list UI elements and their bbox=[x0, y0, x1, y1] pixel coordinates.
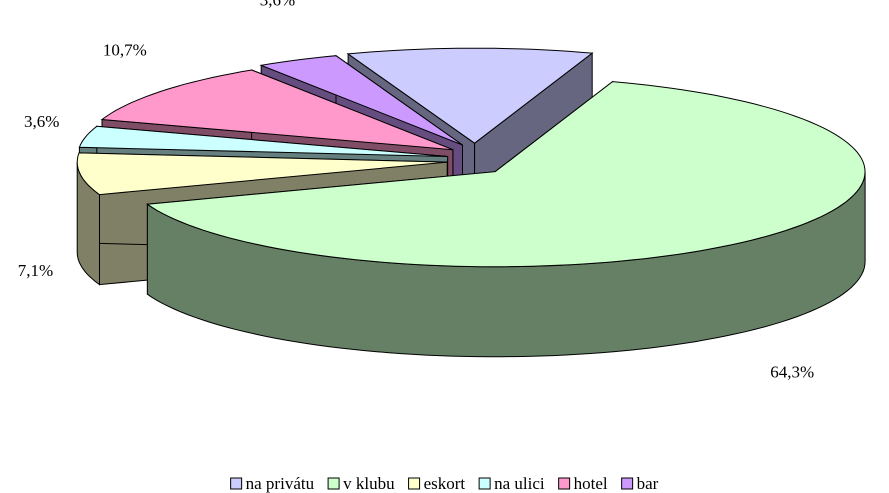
slice bbox=[78, 125, 448, 157]
slice bbox=[100, 69, 454, 151]
legend-label: na privátu bbox=[246, 474, 315, 493]
legend-swatch bbox=[327, 477, 340, 490]
legend-label: v klubu bbox=[343, 474, 395, 493]
slice bbox=[346, 47, 594, 144]
slice bbox=[145, 81, 866, 268]
legend-label: eskort bbox=[424, 474, 466, 493]
legend-swatch bbox=[230, 477, 243, 490]
data-label: 3,6% bbox=[24, 112, 59, 131]
data-label: 3,6% bbox=[260, 0, 295, 10]
slice bbox=[76, 152, 448, 196]
legend-swatch bbox=[621, 477, 634, 490]
legend-label: hotel bbox=[574, 474, 608, 493]
data-label: 7,1% bbox=[18, 261, 53, 280]
data-label: 64,3% bbox=[770, 362, 814, 381]
legend-swatch bbox=[408, 477, 421, 490]
data-label: 10,7% bbox=[103, 41, 147, 60]
slice bbox=[259, 55, 463, 146]
legend-swatch bbox=[558, 477, 571, 490]
legend-label: bar bbox=[637, 474, 659, 493]
legend-label: na ulici bbox=[494, 474, 545, 493]
legend-swatch bbox=[478, 477, 491, 490]
